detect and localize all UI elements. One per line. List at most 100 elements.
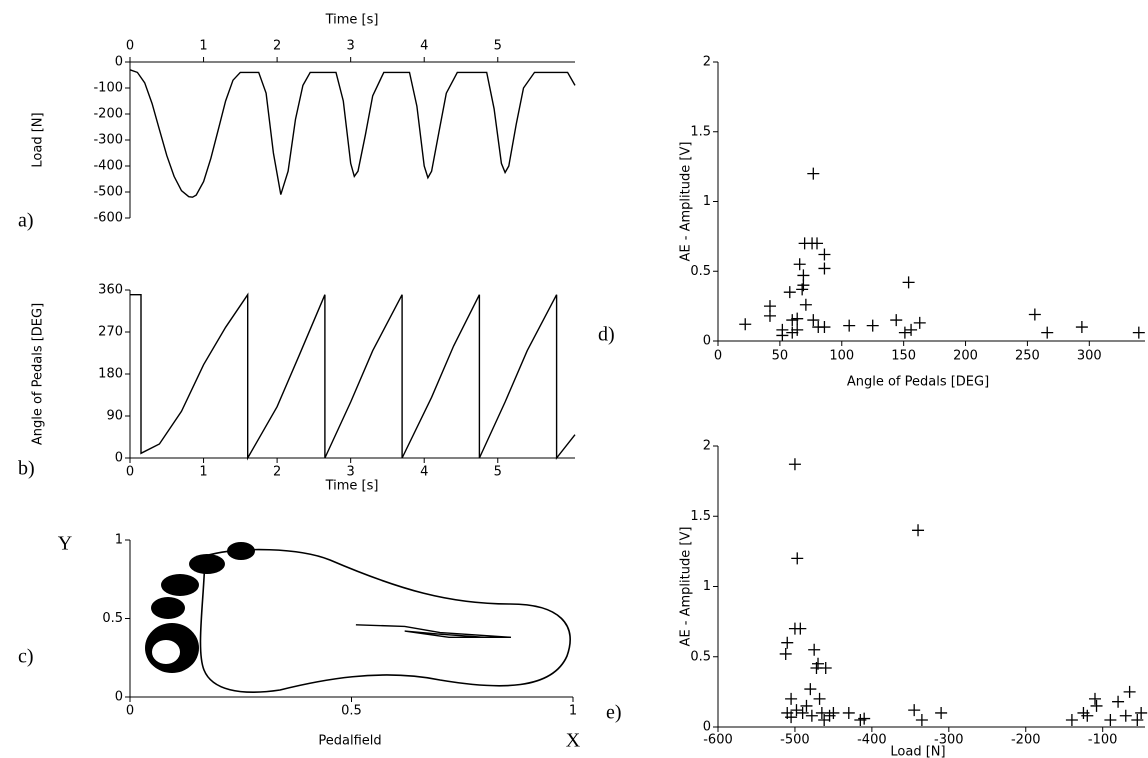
y-tick-label: 2 — [703, 439, 711, 454]
scatter-point — [776, 323, 789, 336]
y-tick-label: 0 — [115, 451, 123, 466]
x-tick-label: 0 — [126, 465, 134, 480]
scatter-point — [915, 713, 928, 726]
scatter-point — [779, 647, 792, 660]
y-tick-label: 0 — [115, 690, 123, 705]
x-tick-label: 150 — [891, 349, 916, 364]
x-axis-label: Angle of Pedals [DEG] — [847, 375, 989, 390]
x-tick-label: 300 — [1077, 349, 1102, 364]
y-tick-label: 2 — [703, 55, 711, 70]
scatter-point — [793, 258, 806, 271]
x-tick-label: -200 — [1011, 733, 1041, 748]
x-tick-label: 50 — [772, 349, 789, 364]
scatter-point — [1123, 685, 1136, 698]
y-tick-label: 0 — [703, 720, 711, 735]
y-axis-label: Load [N] — [31, 112, 46, 167]
x-tick-label: 0 — [126, 39, 134, 54]
scatter-point — [1112, 695, 1125, 708]
scatter-point — [858, 712, 871, 725]
x-axis-label: Pedalfield — [318, 734, 381, 749]
scatter-point — [815, 706, 828, 719]
x-tick-label: -500 — [780, 733, 810, 748]
x-tick-label: -100 — [1088, 733, 1118, 748]
x-axis-label: Load [N] — [890, 745, 945, 758]
y-tick-label: 1.5 — [690, 124, 711, 139]
scatter-point — [788, 458, 801, 471]
scatter-point — [763, 309, 776, 322]
data-line — [355, 624, 512, 638]
y-tick-label: 0 — [703, 334, 711, 349]
x-tick-label: -300 — [934, 733, 964, 748]
scatter-point — [796, 283, 809, 296]
scatter-point — [807, 167, 820, 180]
x-tick-label: 4 — [420, 465, 428, 480]
scatter-point — [812, 657, 825, 670]
scatter-point — [1135, 706, 1148, 719]
y-tick-label: 360 — [98, 283, 123, 298]
scatter-point — [790, 704, 803, 717]
x-tick-label: -600 — [703, 733, 733, 748]
scatter-point — [1041, 326, 1054, 339]
scatter-point — [1119, 709, 1132, 722]
y-axis-label: Angle of Pedals [DEG] — [31, 303, 46, 445]
scatter-point — [902, 276, 915, 289]
scatter-point — [913, 316, 926, 329]
y-tick-label: 180 — [98, 367, 123, 382]
scatter-point — [1081, 709, 1094, 722]
scatter-point — [781, 636, 794, 649]
y-tick-label: -400 — [93, 159, 123, 174]
y-tick-label: -300 — [93, 133, 123, 148]
y-tick-label: -600 — [93, 211, 123, 226]
scatter-point — [794, 622, 807, 635]
scatter-point — [935, 706, 948, 719]
data-line — [129, 69, 576, 198]
scatter-point — [796, 706, 809, 719]
x-tick-label: 5 — [494, 39, 502, 54]
y-axis-label: AE - Amplitude [V] — [679, 142, 694, 262]
scatter-point — [799, 298, 812, 311]
x-tick-label: 0.5 — [341, 704, 362, 719]
y-tick-label: 0.5 — [690, 649, 711, 664]
scatter-point — [808, 643, 821, 656]
x-tick-label: 3 — [347, 465, 355, 480]
scatter-point — [818, 321, 831, 334]
y-tick-label: -200 — [93, 107, 123, 122]
scatter-point — [818, 262, 831, 275]
x-tick-label: 250 — [1015, 349, 1040, 364]
y-tick-label: 0 — [115, 55, 123, 70]
x-tick-label: 1 — [569, 704, 577, 719]
y-tick-label: 0.5 — [102, 611, 123, 626]
scatter-point — [890, 314, 903, 327]
scatter-point — [1075, 321, 1088, 334]
x-tick-label: 1 — [199, 39, 207, 54]
y-tick-label: 1 — [703, 194, 711, 209]
scatter-point — [791, 323, 804, 336]
x-tick-label: 2 — [273, 39, 281, 54]
scatter-point — [1132, 326, 1145, 339]
y-tick-label: -500 — [93, 185, 123, 200]
y-tick-label: 1 — [703, 579, 711, 594]
panel-label: e) — [606, 702, 622, 724]
x-tick-label: 3 — [347, 39, 355, 54]
x-axis-label: Time [s] — [325, 13, 379, 28]
panel-label: d) — [598, 324, 615, 346]
scatter-point — [739, 318, 752, 331]
y-tick-label: -100 — [93, 81, 123, 96]
y-tick-label: 1 — [115, 533, 123, 548]
scatter-point — [805, 709, 818, 722]
scatter-point — [819, 661, 832, 674]
scatter-point — [843, 319, 856, 332]
y-axis-label: AE - Amplitude [V] — [679, 527, 694, 647]
scatter-point — [827, 706, 840, 719]
y-tick-label: 1.5 — [690, 509, 711, 524]
scatter-point — [1065, 713, 1078, 726]
x-axis-label: Time [s] — [325, 479, 379, 494]
panel-label: b) — [18, 458, 35, 480]
x-tick-label: 0 — [714, 349, 722, 364]
x-tick-label: 4 — [420, 39, 428, 54]
scatter-point — [786, 326, 799, 339]
scatter-point — [898, 326, 911, 339]
scatter-point — [785, 692, 798, 705]
scatter-point — [1028, 308, 1041, 321]
